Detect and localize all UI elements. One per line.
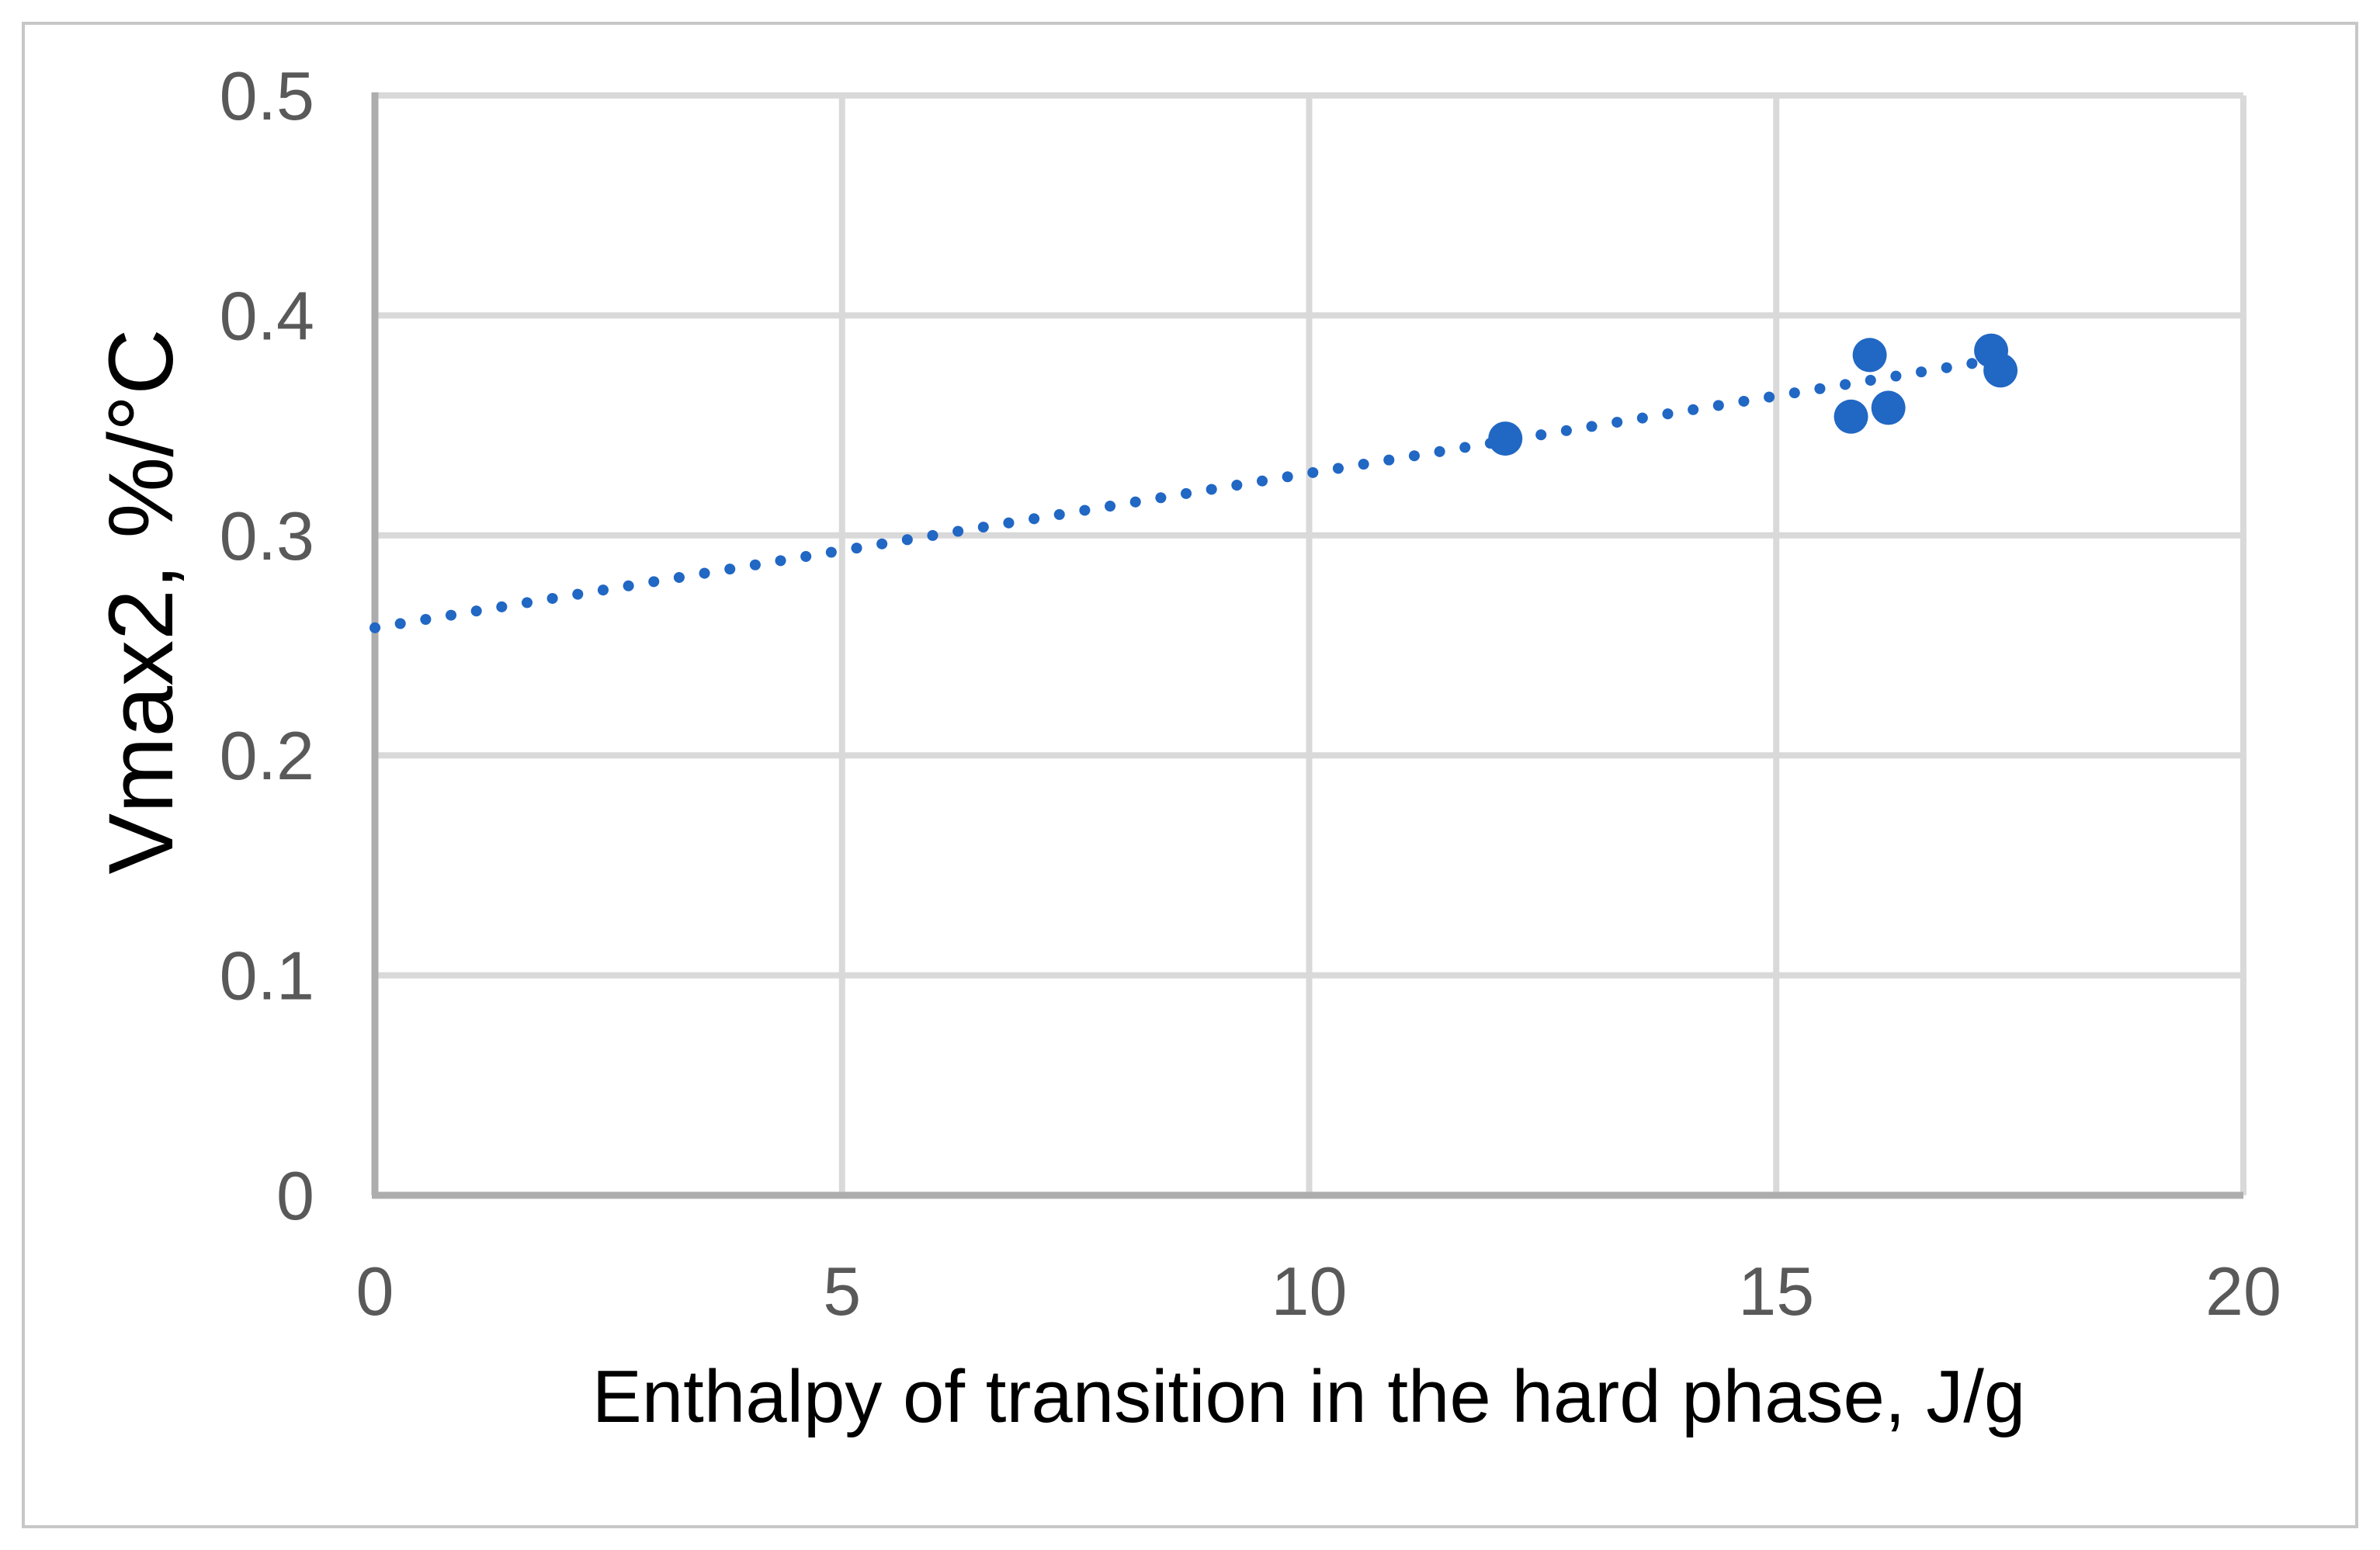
data-point (1871, 390, 1906, 425)
gridlines (375, 92, 2246, 1195)
x-axis-title: Enthalpy of transition in the hard phase… (592, 1355, 2026, 1438)
y-tick-label: 0 (276, 1157, 314, 1234)
axes (371, 92, 2243, 1199)
data-point (1834, 399, 1868, 434)
x-tick-label: 20 (2205, 1253, 2281, 1330)
y-axis-title: Vmax2, %/°C (90, 328, 193, 875)
x-tick-label: 0 (356, 1253, 394, 1330)
data-point (1983, 353, 2018, 388)
tick-labels-group: 0 5 10 15 20 0 0.1 0.2 0.3 0.4 0.5 (220, 57, 2281, 1330)
data-point (1852, 338, 1887, 373)
trendline (369, 352, 2016, 633)
data-point (1488, 421, 1523, 456)
x-tick-label: 15 (1738, 1253, 1814, 1330)
y-tick-label: 0.5 (220, 57, 314, 134)
x-tick-label: 5 (823, 1253, 861, 1330)
y-tick-label: 0.1 (220, 938, 314, 1014)
trendline-group (369, 352, 2016, 633)
data-points-group (1488, 333, 2018, 456)
x-tick-label: 10 (1272, 1253, 1348, 1330)
y-tick-label: 0.4 (220, 277, 314, 354)
y-tick-label: 0.3 (220, 498, 314, 574)
y-tick-label: 0.2 (220, 717, 314, 794)
